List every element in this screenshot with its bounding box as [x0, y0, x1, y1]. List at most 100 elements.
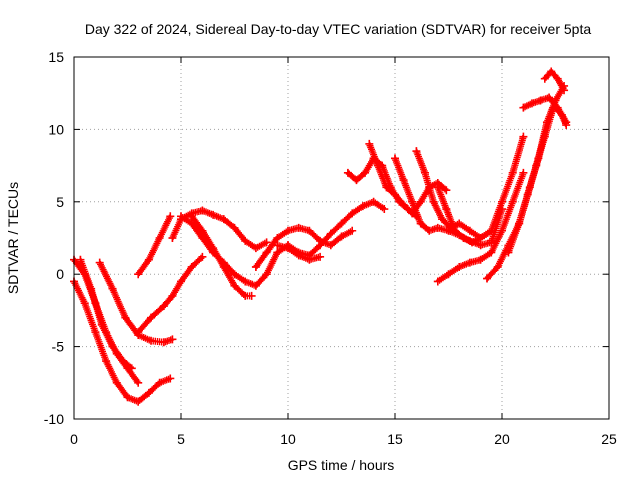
data-point — [425, 226, 434, 235]
data-point — [294, 251, 303, 260]
series-track-19 — [433, 168, 528, 286]
data-point — [515, 219, 524, 228]
plot-area — [70, 67, 571, 406]
data-point — [337, 219, 346, 228]
data-point — [553, 74, 562, 83]
x-tick-label: 15 — [387, 431, 403, 447]
data-point — [112, 378, 121, 387]
data-point — [560, 86, 569, 95]
data-point — [433, 223, 442, 232]
data-point — [76, 255, 85, 264]
data-point — [241, 277, 250, 286]
y-tick-label: -10 — [44, 411, 64, 427]
data-point — [102, 357, 111, 366]
data-point — [519, 168, 528, 177]
data-point — [536, 96, 545, 105]
data-point — [326, 241, 335, 250]
data-point — [230, 281, 239, 290]
data-point — [416, 219, 425, 228]
data-point — [121, 313, 130, 322]
data-point — [134, 378, 143, 387]
data-point — [459, 234, 468, 242]
data-point — [450, 226, 459, 235]
data-point — [166, 212, 175, 221]
x-tick-label: 25 — [601, 431, 617, 447]
data-point — [251, 244, 260, 253]
series-marker-band — [70, 277, 140, 405]
data-point — [168, 234, 177, 242]
data-point — [230, 270, 239, 279]
data-point — [147, 336, 156, 345]
y-tick-label: 10 — [48, 121, 64, 137]
data-point — [144, 255, 153, 264]
data-point — [134, 270, 143, 279]
data-point — [476, 255, 485, 264]
data-point — [545, 93, 554, 102]
series-marker-band — [134, 214, 173, 278]
data-point — [316, 252, 325, 261]
data-point — [247, 291, 256, 300]
data-point — [108, 284, 117, 293]
data-point — [373, 161, 382, 170]
data-point — [119, 357, 128, 366]
data-point — [343, 168, 352, 177]
data-point — [476, 241, 485, 250]
data-point — [562, 121, 571, 130]
data-point — [391, 154, 399, 163]
data-point — [557, 110, 566, 119]
data-point — [468, 238, 477, 247]
data-point — [123, 393, 132, 402]
data-point — [177, 212, 185, 221]
data-point — [262, 248, 271, 257]
y-tick-label: 0 — [56, 266, 64, 282]
data-point — [442, 205, 451, 214]
data-point — [166, 374, 175, 383]
data-point — [251, 281, 260, 290]
data-point — [399, 200, 408, 209]
data-point — [91, 328, 100, 337]
data-point — [493, 262, 502, 271]
series-marker-band — [188, 212, 253, 300]
data-point — [348, 209, 357, 218]
data-point — [294, 223, 303, 232]
data-point — [476, 234, 485, 242]
data-point — [487, 226, 496, 235]
data-point — [177, 277, 185, 286]
data-point — [542, 118, 551, 127]
series-track-2 — [70, 277, 143, 406]
data-point — [284, 226, 292, 235]
data-point — [251, 262, 260, 271]
series-track-3 — [76, 255, 136, 373]
x-axis-ticks: 0 5 10 15 20 25 — [70, 57, 617, 447]
data-point — [365, 139, 374, 148]
data-point — [262, 270, 271, 279]
data-point — [155, 378, 164, 387]
data-point — [519, 103, 528, 112]
series-track-5 — [134, 374, 175, 406]
data-point — [198, 252, 207, 261]
data-point — [361, 168, 370, 177]
data-point — [547, 67, 556, 76]
data-point — [134, 397, 143, 406]
data-point — [209, 244, 218, 253]
y-tick-label: 5 — [56, 194, 64, 210]
data-point — [326, 229, 335, 238]
series-track-13 — [273, 241, 325, 264]
grid-lines — [74, 57, 609, 419]
data-point — [168, 291, 177, 300]
data-point — [209, 210, 218, 219]
series-track-15 — [365, 139, 451, 218]
data-point — [159, 302, 168, 311]
data-point — [498, 197, 506, 206]
data-point — [241, 236, 250, 245]
data-point — [144, 388, 153, 397]
series-marker-band — [412, 135, 527, 242]
data-point — [429, 197, 438, 206]
series-track-18 — [433, 183, 496, 247]
x-tick-label: 20 — [494, 431, 510, 447]
data-point — [108, 342, 117, 351]
data-point — [508, 168, 517, 177]
data-point — [219, 262, 228, 271]
data-point — [273, 234, 282, 242]
data-point — [444, 270, 453, 279]
